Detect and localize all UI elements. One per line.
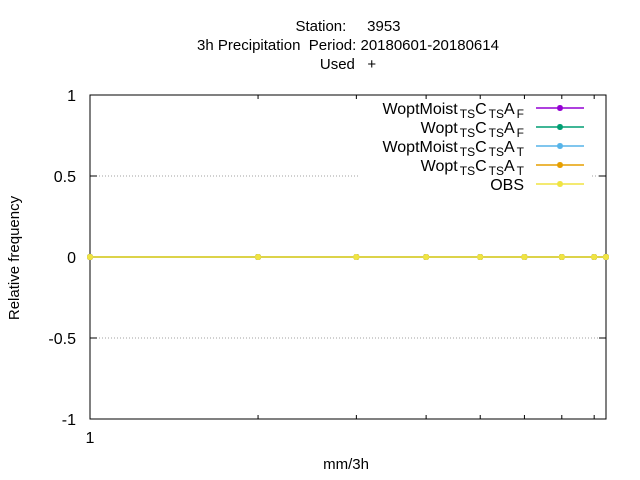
x-tick-label: 1	[86, 430, 95, 447]
legend-label-4: OBS	[490, 177, 524, 194]
legend-marker-2	[557, 143, 563, 149]
chart-title-line-3: Used +	[319, 56, 377, 73]
y-tick-label: -0.5	[48, 331, 76, 348]
legend-label-1: Wopt TSC TSA F	[421, 120, 524, 140]
series-4-point	[558, 254, 565, 260]
x-axis-label: mm/3h	[323, 456, 369, 473]
series-4-point	[477, 254, 484, 260]
y-tick-label: 0	[67, 250, 76, 267]
series-4-point	[603, 254, 609, 260]
legend-marker-4	[557, 181, 563, 187]
series-4-point	[591, 254, 598, 260]
y-tick-label: 0.5	[54, 169, 76, 186]
series-4-point	[521, 254, 528, 260]
series-4-point	[423, 254, 430, 260]
chart-title-line-1: Station: 3953	[295, 18, 401, 35]
series-4-point	[87, 254, 93, 260]
y-tick-label: -1	[62, 412, 76, 429]
legend-marker-0	[557, 105, 563, 111]
legend-label-0: WoptMoist TSC TSA F	[382, 101, 524, 121]
legend-marker-3	[557, 162, 563, 168]
legend-marker-1	[557, 124, 563, 130]
legend-label-2: WoptMoist TSC TSA T	[382, 139, 524, 159]
series-4-point	[255, 254, 262, 260]
y-tick-label: 1	[67, 88, 76, 105]
series-4-point	[353, 254, 360, 260]
chart-title-line-2: 3h Precipitation Period: 20180601-201806…	[197, 37, 499, 54]
y-axis-label: Relative frequency	[6, 195, 23, 321]
legend-label-3: Wopt TSC TSA T	[421, 158, 525, 178]
